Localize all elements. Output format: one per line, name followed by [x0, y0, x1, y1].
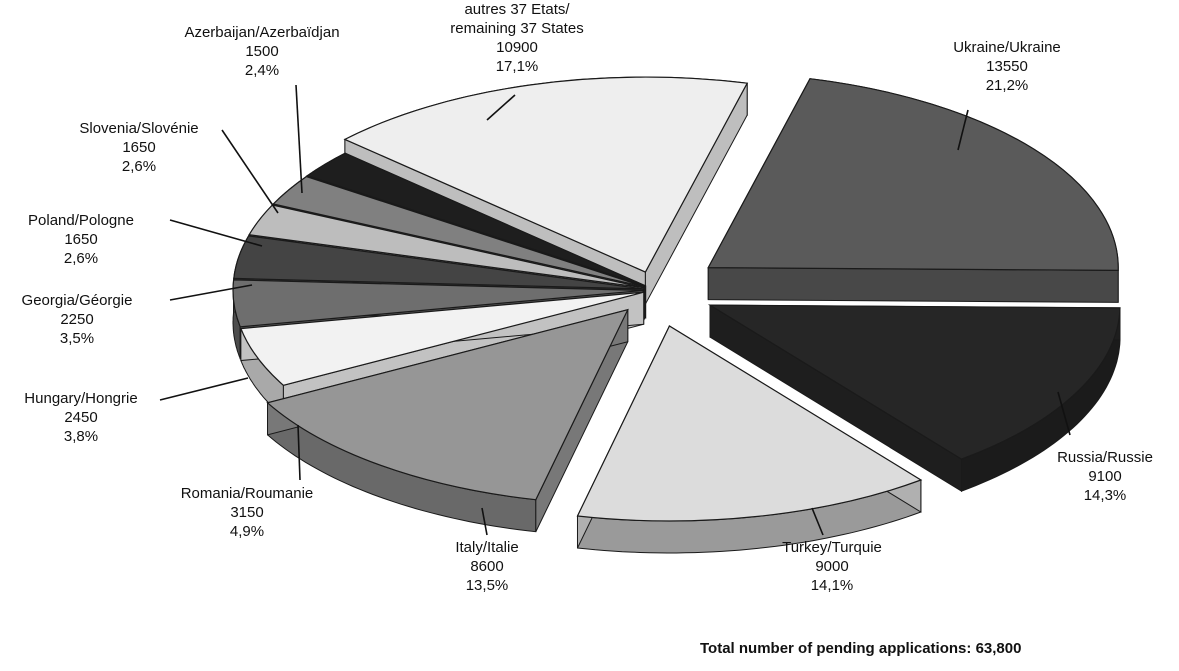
total-label: Total number of pending applications: — [700, 640, 972, 657]
slice-name: Poland/Pologne — [28, 212, 134, 229]
slice-percent: 3,5% — [60, 330, 94, 347]
slice-value: 8600 — [470, 558, 503, 575]
slice-label-0: Ukraine/Ukraine 13550 21,2% — [953, 39, 1061, 94]
slice-labels: Ukraine/Ukraine 13550 21,2% Russia/Russie 91… — [22, 1, 1153, 594]
slice-label-4: Romania/Roumanie 3150 4,9% — [181, 485, 314, 540]
leader-line-7 — [169, 219, 263, 247]
leader-line-9 — [295, 84, 303, 194]
slice-percent: 2,4% — [245, 62, 279, 79]
slice-percent: 4,9% — [230, 523, 264, 540]
slice-percent: 3,8% — [64, 428, 98, 445]
pie-slice-9 — [305, 152, 646, 287]
total-note: Total number of pending applications: 63… — [700, 640, 1170, 657]
slice-label-8: Slovenia/Slovénie 1650 2,6% — [79, 120, 198, 175]
leader-line-10 — [486, 94, 516, 121]
pie-slice-10 — [343, 76, 749, 273]
slice-percent: 21,2% — [986, 77, 1029, 94]
pie-slice-8 — [272, 175, 645, 288]
slice-percent: 17,1% — [496, 58, 539, 75]
pie-slice-2 — [576, 325, 923, 522]
slice-value: 13550 — [986, 58, 1028, 75]
leader-line-4 — [297, 424, 301, 481]
pie-slice-3 — [266, 308, 629, 501]
slice-name: Turkey/Turquie — [782, 539, 882, 556]
slice-value: 2250 — [60, 311, 93, 328]
leader-line-0 — [957, 109, 969, 151]
slice-value: 1500 — [245, 43, 278, 60]
slice-percent: 13,5% — [466, 577, 509, 594]
slice-name: Ukraine/Ukraine — [953, 39, 1061, 56]
slice-value: 1650 — [64, 231, 97, 248]
slice-value: 2450 — [64, 409, 97, 426]
pie-slice-5 — [232, 279, 644, 328]
leader-line-8 — [221, 129, 279, 214]
pie-slice-1 — [707, 304, 1121, 460]
leader-line-5 — [159, 377, 249, 401]
leader-line-3 — [481, 507, 488, 536]
pie-slice-6 — [233, 235, 644, 290]
leader-line-1 — [1057, 391, 1071, 436]
slice-percent: 14,3% — [1084, 487, 1127, 504]
pie-slice-0 — [707, 78, 1119, 272]
slice-label-9: Azerbaijan/Azerbaïdjan 1500 2,4% — [184, 24, 339, 79]
slice-label-5: Hungary/Hongrie 2450 3,8% — [24, 390, 137, 445]
slice-percent: 14,1% — [811, 577, 854, 594]
slice-label-6: Georgia/Géorgie 2250 3,5% — [22, 292, 133, 347]
slice-name: Georgia/Géorgie — [22, 292, 133, 309]
slice-name: Azerbaijan/Azerbaïdjan — [184, 24, 339, 41]
total-value: 63,800 — [975, 640, 1022, 657]
slice-label-7: Poland/Pologne 1650 2,6% — [28, 212, 134, 267]
leader-line-2 — [811, 507, 824, 536]
leader-lines — [159, 84, 1071, 536]
slice-value: 9000 — [815, 558, 848, 575]
slice-name: remaining 37 States — [450, 20, 583, 37]
slice-label-2: Turkey/Turquie 9000 14,1% — [782, 539, 882, 594]
slice-name: Hungary/Hongrie — [24, 390, 137, 407]
slice-percent: 2,6% — [64, 250, 98, 267]
slice-value: 1650 — [122, 139, 155, 156]
slice-percent: 2,6% — [122, 158, 156, 175]
pie-top-layer — [232, 76, 1121, 522]
slice-name: autres 37 Etats/ — [464, 1, 570, 18]
slice-value: 10900 — [496, 39, 538, 56]
slice-value: 3150 — [230, 504, 263, 521]
slice-name: Romania/Roumanie — [181, 485, 314, 502]
slice-value: 9100 — [1088, 468, 1121, 485]
slice-label-3: Italy/Italie 8600 13,5% — [455, 539, 518, 594]
pie-slice-4 — [240, 291, 644, 386]
slice-name: Russia/Russie — [1057, 449, 1153, 466]
slice-name: Slovenia/Slovénie — [79, 120, 198, 137]
slice-label-10: autres 37 Etats/remaining 37 States 10900… — [450, 1, 583, 75]
leader-line-6 — [169, 284, 253, 301]
slice-name: Italy/Italie — [455, 539, 518, 556]
slice-label-1: Russia/Russie 9100 14,3% — [1057, 449, 1153, 504]
